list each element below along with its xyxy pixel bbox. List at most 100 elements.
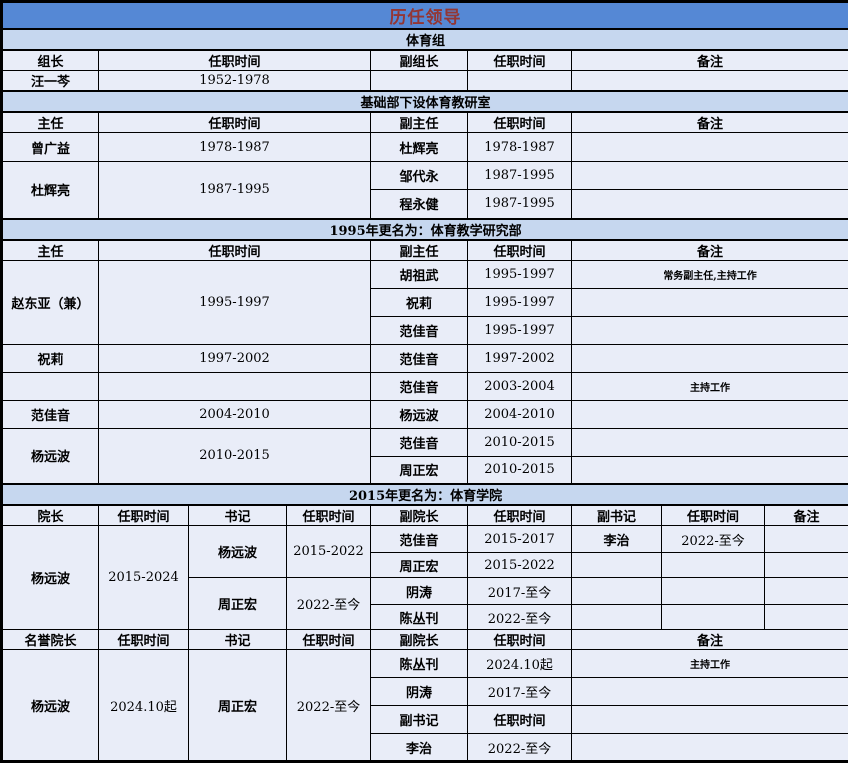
column-header: 主任 [2,112,99,133]
table-cell: 范佳音 [371,526,468,553]
table-cell: 主持工作 [572,650,848,678]
table-cell [2,372,99,400]
table-cell: 1952-1978 [99,71,371,92]
column-header: 任职时间 [468,50,572,71]
column-header: 书记 [189,630,287,650]
table-cell: 邹代永 [371,162,468,190]
table-cell: 1987-1995 [99,162,371,219]
table-cell: 周正宏 [189,578,287,630]
table-cell: 2024.10起 [468,650,572,678]
column-header: 主任 [2,240,99,261]
table-cell: 杨远波 [2,428,99,484]
table-cell [662,605,765,630]
table-cell: 1997-2002 [99,344,371,372]
section-band-pe-office: 基础部下设体育教研室 [2,91,848,112]
table-cell [765,578,848,605]
table-cell: 范佳音 [371,372,468,400]
table-cell [572,133,848,162]
table-cell: 祝莉 [2,344,99,372]
column-header: 副院长 [371,505,468,526]
table-cell [572,678,848,706]
table-cell: 2010-2015 [468,456,572,484]
table-cell: 曾广益 [2,133,99,162]
column-header: 任职时间 [287,505,371,526]
column-header: 任职时间 [468,505,572,526]
table-cell: 2022-至今 [287,650,371,762]
column-header: 备注 [572,50,848,71]
column-header: 任职时间 [99,50,371,71]
column-header: 副组长 [371,50,468,71]
table-cell [572,400,848,428]
section-band-sports-group: 体育组 [2,29,848,50]
table-cell: 范佳音 [371,344,468,372]
table-cell: 1995-1997 [468,288,572,316]
table-cell: 杨远波 [371,400,468,428]
column-header: 备注 [765,505,848,526]
table-cell [572,553,662,578]
table-cell: 1995-1997 [468,260,572,288]
table-cell [572,288,848,316]
table-cell: 李治 [572,526,662,553]
column-header: 任职时间 [99,505,189,526]
table-cell: 1997-2002 [468,344,572,372]
table-cell [572,71,848,92]
table-cell: 祝莉 [371,288,468,316]
table-cell: 杨远波 [2,526,99,630]
section-band-renamed-2015: 2015年更名为：体育学院 [2,484,848,505]
table-cell: 1995-1997 [468,316,572,344]
column-header: 名誉院长 [2,630,99,650]
table-cell [572,162,848,190]
table-cell [662,553,765,578]
column-header: 副主任 [371,240,468,261]
column-header: 任职时间 [99,240,371,261]
table-cell: 1978-1987 [99,133,371,162]
column-header: 副书记 [572,505,662,526]
table-cell: 范佳音 [371,428,468,456]
table-cell [662,578,765,605]
table-cell: 1995-1997 [99,260,371,344]
table-cell: 2022-至今 [468,605,572,630]
section-band-renamed-1995: 1995年更名为：体育教学研究部 [2,219,848,240]
table-cell: 杨远波 [2,650,99,762]
table-cell: 杜辉亮 [371,133,468,162]
table-cell [765,526,848,553]
table-cell: 2022-至今 [468,734,572,762]
column-header: 院长 [2,505,99,526]
table-cell: 2010-2015 [99,428,371,484]
column-header: 任职时间 [99,112,371,133]
column-header: 任职时间 [468,630,572,650]
table-cell: 2003-2004 [468,372,572,400]
table-cell: 范佳音 [2,400,99,428]
column-header: 备注 [572,630,848,650]
table-cell: 周正宏 [371,553,468,578]
table-cell: 2017-至今 [468,678,572,706]
table-cell [765,553,848,578]
table-cell: 2015-2017 [468,526,572,553]
table-cell: 赵东亚（兼） [2,260,99,344]
column-header: 任职时间 [99,630,189,650]
table-cell: 2015-2022 [468,553,572,578]
column-header: 备注 [572,240,848,261]
table-cell: 陈丛刊 [371,650,468,678]
table-cell: 阴涛 [371,678,468,706]
table-cell: 范佳音 [371,316,468,344]
table-cell [572,316,848,344]
table-cell [572,605,662,630]
table-cell [572,734,848,762]
table-cell: 1978-1987 [468,133,572,162]
table-cell: 阴涛 [371,578,468,605]
table-cell: 2022-至今 [662,526,765,553]
column-header: 书记 [189,505,287,526]
table-cell: 李治 [371,734,468,762]
table-cell: 1987-1995 [468,162,572,190]
table-cell: 2017-至今 [468,578,572,605]
table-cell: 周正宏 [189,650,287,762]
column-header: 副主任 [371,112,468,133]
column-header: 任职时间 [287,630,371,650]
table-cell [468,71,572,92]
table-cell [572,578,662,605]
page-title: 历任领导 [2,2,848,30]
table-cell: 杨远波 [189,526,287,578]
table-cell: 1987-1995 [468,190,572,219]
